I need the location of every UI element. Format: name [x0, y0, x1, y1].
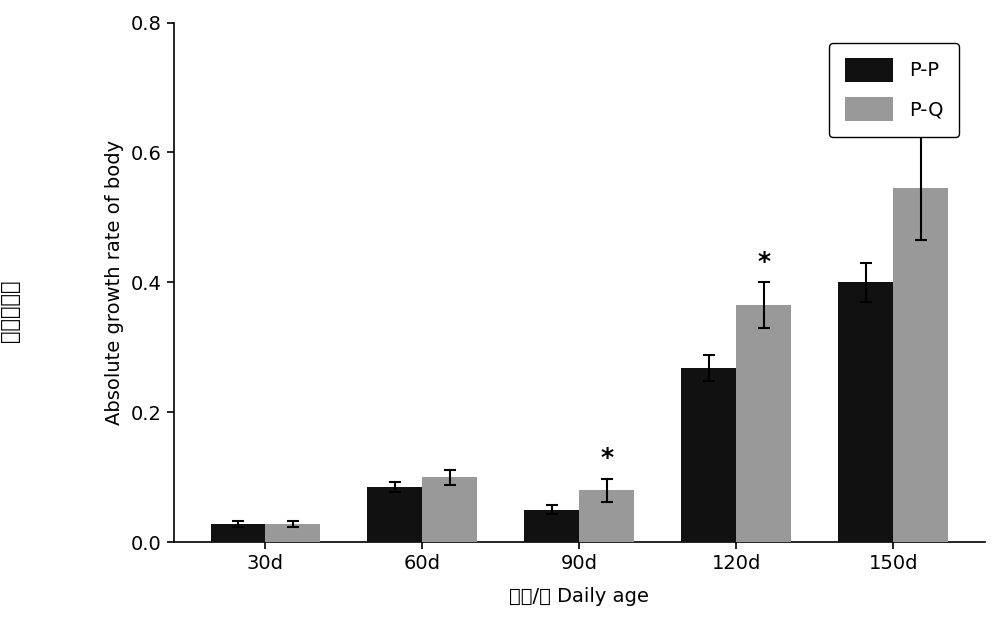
Y-axis label: Absolute growth rate of body: Absolute growth rate of body — [105, 140, 124, 425]
Bar — [893, 188, 948, 542]
Text: *: * — [600, 446, 613, 470]
Bar — [681, 368, 736, 542]
Legend: P-P, P-Q: P-P, P-Q — [829, 43, 959, 137]
Text: *: * — [757, 250, 770, 274]
Bar — [367, 487, 422, 542]
Bar — [838, 283, 893, 542]
Bar — [736, 305, 791, 542]
X-axis label: 日龄/天 Daily age: 日龄/天 Daily age — [509, 587, 649, 606]
Bar — [265, 524, 320, 542]
Bar — [422, 478, 477, 542]
Text: 绝对增重率: 绝对增重率 — [0, 279, 20, 342]
Bar — [524, 510, 579, 542]
Bar — [579, 491, 634, 542]
Bar — [211, 524, 265, 542]
Text: *: * — [914, 104, 927, 128]
